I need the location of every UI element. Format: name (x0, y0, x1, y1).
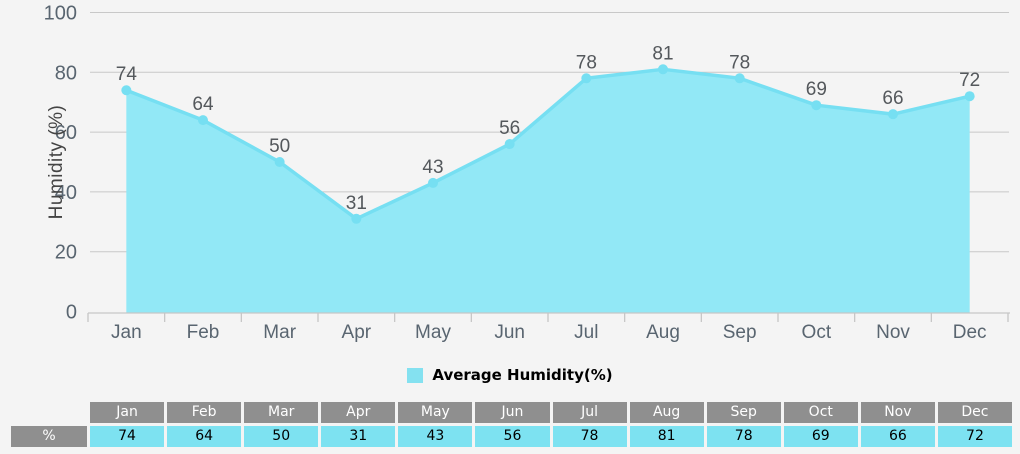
x-tick-label: Dec (953, 322, 987, 343)
x-tick-label: Apr (342, 322, 372, 343)
legend-label: Average Humidity(%) (432, 366, 613, 384)
table-header-feb: Feb (167, 402, 242, 423)
data-point[interactable] (811, 100, 822, 111)
humidity-area-chart: 74 64 50 31 43 56 78 81 78 69 66 72 Jan Feb Mar Apr May J… (44, 3, 1010, 343)
data-point[interactable] (581, 73, 592, 84)
data-point-label: 50 (269, 136, 290, 157)
y-tick-label: 80 (55, 62, 77, 84)
data-point[interactable] (888, 109, 898, 120)
y-tick-label: 20 (55, 242, 77, 264)
data-point[interactable] (964, 91, 975, 102)
y-tick-label: 0 (66, 302, 77, 324)
data-point-label: 81 (652, 43, 673, 64)
table-value-jun: 56 (475, 426, 550, 447)
table-header-jun: Jun (475, 402, 550, 423)
table-value-jul: 78 (552, 426, 627, 447)
table-value-sep: 78 (706, 426, 781, 447)
data-point-label: 78 (576, 52, 597, 73)
table-header-mar: Mar (244, 402, 319, 423)
data-point-label: 78 (729, 52, 750, 73)
x-tick-label: Jan (111, 322, 142, 343)
x-tick-label: Aug (646, 322, 680, 343)
trend-line (124, 67, 972, 221)
table-value-oct: 69 (783, 426, 858, 447)
table-corner-cell (11, 402, 87, 423)
table-header-apr: Apr (321, 402, 396, 423)
table-header-dec: Dec (937, 402, 1012, 423)
table-value-apr: 31 (321, 426, 396, 447)
data-point-label: 72 (959, 70, 980, 91)
x-tick-label: Feb (187, 322, 220, 343)
humidity-table: Jan Feb Mar Apr May Jun Jul Aug Sep Oct … (11, 402, 1012, 447)
data-point[interactable] (734, 73, 745, 84)
x-tick-label: Jun (494, 322, 525, 343)
data-point-label: 66 (882, 88, 903, 109)
x-tick-label: Jul (574, 322, 598, 343)
x-tick-label: Oct (802, 322, 832, 343)
table-header-may: May (398, 402, 473, 423)
table-value-may: 43 (398, 426, 473, 447)
table-value-dec: 72 (937, 426, 1012, 447)
y-axis-title: Humidity (%) (46, 105, 67, 220)
data-point-label: 43 (422, 157, 443, 178)
x-tick-label: Sep (723, 322, 757, 343)
chart-legend[interactable]: Average Humidity(%) (0, 366, 1020, 384)
data-point-label: 31 (346, 193, 367, 214)
table-value-aug: 81 (629, 426, 704, 447)
y-tick-label: 60 (55, 122, 77, 144)
table-row-label: % (11, 426, 87, 447)
data-point[interactable] (274, 157, 285, 167)
data-point[interactable] (198, 115, 208, 126)
table-value-nov: 66 (860, 426, 935, 447)
x-tick-label: Nov (876, 322, 910, 343)
data-point-label: 74 (116, 64, 138, 85)
table-header-sep: Sep (706, 402, 781, 423)
x-tick-label: May (415, 322, 451, 343)
x-tick-label: Mar (263, 322, 296, 343)
table-header-nov: Nov (860, 402, 935, 423)
table-value-mar: 50 (244, 426, 319, 447)
data-point[interactable] (351, 213, 362, 224)
data-point[interactable] (428, 177, 438, 188)
data-point-label: 64 (192, 94, 214, 115)
legend-swatch-icon (407, 367, 424, 383)
y-tick-label: 100 (44, 3, 77, 25)
table-header-jul: Jul (552, 402, 627, 423)
data-point[interactable] (504, 139, 515, 150)
data-point[interactable] (658, 64, 668, 75)
table-header-jan: Jan (90, 402, 165, 423)
data-point[interactable] (121, 85, 132, 96)
table-value-feb: 64 (167, 426, 242, 447)
area-fill (126, 69, 970, 313)
table-header-aug: Aug (629, 402, 704, 423)
data-point-label: 56 (499, 118, 520, 139)
y-tick-label: 40 (55, 182, 77, 204)
table-value-jan: 74 (90, 426, 165, 447)
table-header-oct: Oct (783, 402, 858, 423)
data-point-label: 69 (806, 79, 827, 100)
